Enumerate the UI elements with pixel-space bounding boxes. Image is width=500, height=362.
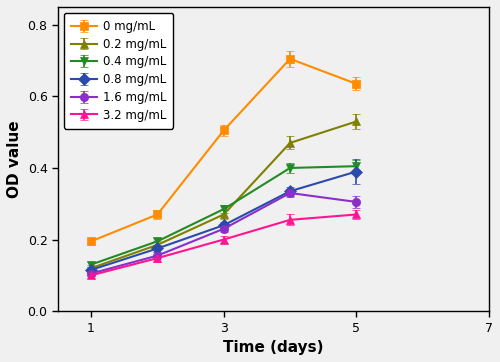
Y-axis label: OD value: OD value (7, 120, 22, 198)
Legend: 0 mg/mL, 0.2 mg/mL, 0.4 mg/mL, 0.8 mg/mL, 1.6 mg/mL, 3.2 mg/mL: 0 mg/mL, 0.2 mg/mL, 0.4 mg/mL, 0.8 mg/mL… (64, 13, 174, 129)
X-axis label: Time (days): Time (days) (223, 340, 324, 355)
